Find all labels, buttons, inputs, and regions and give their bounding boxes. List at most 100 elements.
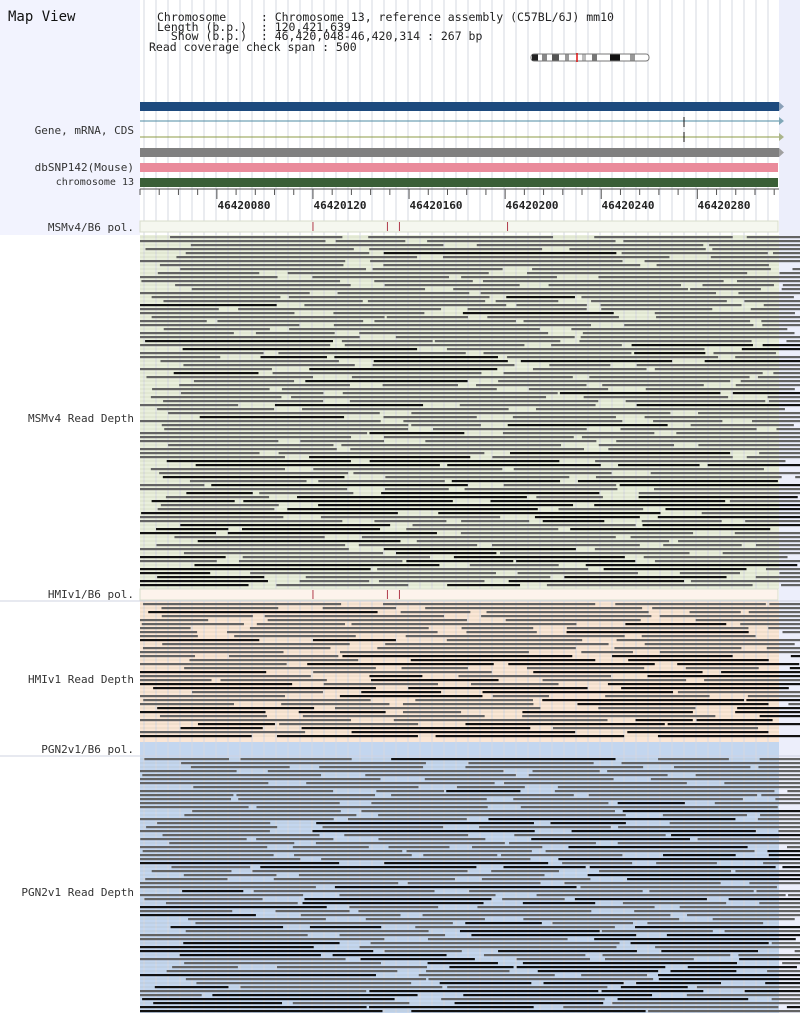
- read-segment: [636, 364, 800, 367]
- read-segment: [724, 930, 800, 933]
- read-segment: [277, 966, 428, 969]
- read-segment: [400, 611, 471, 614]
- read-segment: [309, 456, 471, 459]
- read-segment: [537, 970, 659, 973]
- read-segment: [371, 802, 609, 805]
- read-segment: [634, 352, 706, 355]
- read-segment: [255, 332, 335, 335]
- read-segment: [522, 962, 737, 965]
- read-segment: [140, 846, 268, 849]
- read-segment: [622, 902, 727, 905]
- read-segment: [698, 412, 800, 415]
- read-segment: [140, 484, 205, 487]
- read-segment: [146, 826, 278, 829]
- read-segment: [260, 866, 477, 869]
- read-segment: [140, 806, 249, 809]
- read-segment: [447, 986, 608, 989]
- read-segment: [662, 814, 747, 817]
- read-segment: [212, 994, 418, 997]
- read-segment: [620, 428, 757, 431]
- read-segment: [786, 340, 800, 343]
- read-segment: [191, 288, 426, 291]
- read-segment: [144, 758, 229, 761]
- read-segment: [581, 436, 800, 439]
- read-segment: [401, 667, 468, 670]
- read-segment: [342, 655, 573, 658]
- read-segment: [543, 982, 624, 985]
- read-segment: [180, 392, 324, 395]
- read-segment: [608, 448, 800, 451]
- read-segment: [168, 444, 334, 447]
- read-segment: [369, 432, 465, 435]
- read-segment: [150, 396, 282, 399]
- read-segment: [645, 388, 795, 391]
- read-segment: [623, 240, 800, 243]
- read-segment: [140, 950, 374, 953]
- read-segment: [492, 544, 640, 547]
- read-segment: [482, 691, 674, 694]
- read-segment: [144, 898, 263, 901]
- read-segment: [735, 870, 800, 873]
- read-segment: [559, 392, 721, 395]
- read-segment: [598, 444, 675, 447]
- header-label-panel: [0, 0, 140, 235]
- read-segment: [788, 703, 800, 706]
- read-segment: [535, 408, 785, 411]
- read-segment: [151, 296, 281, 299]
- read-segment: [713, 352, 776, 355]
- read-segment: [516, 304, 587, 307]
- read-segment: [242, 556, 431, 559]
- read-segment: [782, 631, 800, 634]
- read-segment: [509, 452, 731, 455]
- read-segment: [654, 368, 800, 371]
- read-segment: [546, 584, 753, 587]
- read-segment: [377, 647, 576, 650]
- read-segment: [761, 794, 800, 797]
- read-segment: [677, 691, 800, 694]
- read-segment: [776, 428, 800, 431]
- read-segment: [140, 663, 287, 666]
- read-segment: [140, 344, 331, 347]
- read-segment: [321, 858, 531, 861]
- read-segment: [775, 798, 800, 801]
- read-segment: [349, 400, 599, 403]
- read-segment: [748, 611, 800, 614]
- read-segment: [618, 464, 700, 467]
- read-segment: [512, 416, 616, 419]
- read-segment: [631, 344, 753, 347]
- read-segment: [676, 432, 800, 435]
- read-segment: [471, 934, 637, 937]
- read-segment: [386, 316, 468, 319]
- read-segment: [140, 790, 334, 793]
- read-segment: [140, 794, 234, 797]
- read-segment: [782, 962, 800, 965]
- read-segment: [724, 782, 800, 785]
- read-segment: [462, 312, 614, 315]
- dbsnp-bar: [140, 163, 778, 172]
- read-segment: [428, 978, 654, 981]
- read-segment: [140, 404, 239, 407]
- read-segment: [739, 958, 800, 961]
- read-segment: [446, 639, 583, 642]
- read-segment: [698, 444, 800, 447]
- read-segment: [140, 990, 367, 993]
- read-segment: [670, 970, 737, 973]
- read-segment: [256, 806, 488, 809]
- read-segment: [140, 452, 260, 455]
- chromosome-ideogram[interactable]: [530, 53, 650, 62]
- read-segment: [195, 464, 440, 467]
- read-segment: [159, 264, 344, 267]
- read-segment: [351, 623, 577, 626]
- read-segment: [256, 838, 334, 841]
- read-segment: [513, 468, 764, 471]
- read-segment: [238, 308, 442, 311]
- read-segment: [193, 380, 295, 383]
- read-segment: [594, 548, 800, 551]
- read-segment: [628, 659, 769, 662]
- read-segment: [747, 695, 800, 698]
- read-segment: [620, 986, 688, 989]
- read-segment: [663, 854, 736, 857]
- read-segment: [570, 528, 771, 531]
- read-segment: [361, 536, 616, 539]
